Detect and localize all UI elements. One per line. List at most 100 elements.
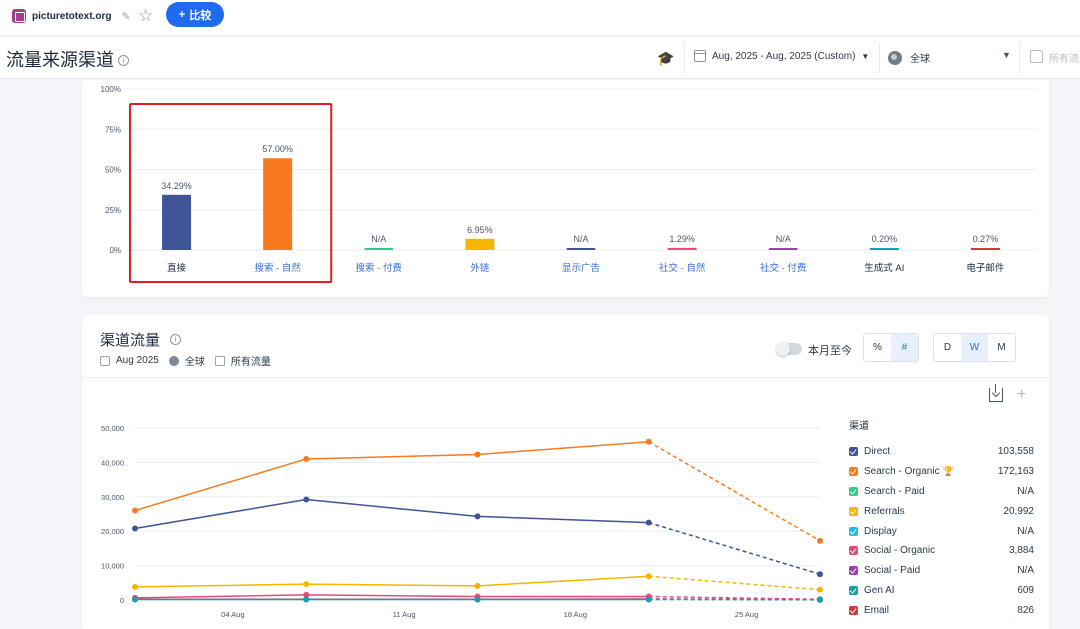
series-line (134, 594, 649, 599)
checkbox-icon[interactable] (849, 447, 858, 457)
y-tick-label: 0% (109, 246, 121, 255)
legend-item-value: N/A (1017, 485, 1034, 497)
data-point (132, 596, 138, 603)
traffic-type-label: 所有流 (1049, 54, 1079, 65)
checkbox-icon[interactable] (849, 526, 858, 536)
period-label: Aug 2025 (116, 355, 159, 366)
legend-item[interactable]: Social - Organic 3,884 (849, 541, 1034, 561)
compare-button[interactable]: + 比较 (166, 2, 224, 27)
granularity-week-button[interactable]: W (961, 334, 988, 361)
category-label: 显示广告 (562, 262, 600, 274)
plus-icon: + (178, 8, 186, 21)
granularity-day-button[interactable]: D (943, 342, 952, 353)
data-point (474, 582, 481, 589)
download-icon[interactable] (989, 384, 1003, 402)
category-label: 社交 - 自然 (659, 262, 706, 274)
y-tick-label: 50% (105, 166, 121, 175)
unit-percent-button[interactable]: % (873, 342, 882, 353)
channel-traffic-filters: Aug 2025 全球 所有流量 (100, 353, 271, 368)
top-bar: picturetotext.org ✎ ☆ + 比较 (0, 0, 1080, 36)
data-point (645, 596, 652, 603)
legend-item-name: Gen AI (864, 584, 895, 596)
caret-down-icon[interactable]: ▼ (1002, 50, 1011, 60)
traffic-label: 所有流量 (230, 357, 271, 368)
page-title: 流量来源渠道 i (6, 46, 129, 72)
legend-item[interactable]: Referrals 20,992 (849, 501, 1034, 521)
x-tick-label: 25 Aug (735, 610, 758, 619)
bar-value-label: 57.00% (262, 144, 293, 154)
channel-traffic-title-text: 渠道流量 (100, 332, 161, 349)
legend-item[interactable]: Social - Paid N/A (849, 561, 1034, 581)
checkbox-icon[interactable] (849, 486, 858, 496)
legend-item-name: Display (864, 525, 897, 537)
page-header: 流量来源渠道 i 🎓 Aug, 2025 - Aug, 2025 (Custom)… (0, 37, 1080, 79)
bar (162, 194, 192, 250)
category-label: 电子邮件 (966, 262, 1005, 274)
checkbox-icon[interactable] (849, 467, 858, 477)
legend-item-value: 609 (1017, 584, 1034, 596)
legend-item-name: Email (864, 604, 890, 616)
legend-item[interactable]: Search - Organic 🏆 172,163 (849, 462, 1034, 482)
site-selector[interactable]: picturetotext.org ✎ (6, 4, 137, 28)
info-icon[interactable]: i (170, 334, 182, 345)
legend-item-value: 172,163 (997, 466, 1034, 478)
data-point (645, 438, 652, 445)
legend-item-name: Social - Organic (864, 545, 936, 557)
header-divider (879, 43, 880, 73)
add-icon[interactable]: + (1017, 386, 1027, 403)
unit-count-button[interactable]: # (891, 334, 918, 361)
globe-icon (168, 355, 179, 366)
checkbox-icon[interactable] (849, 585, 858, 595)
data-point (817, 586, 823, 593)
y-tick-label: 50,000 (101, 424, 124, 433)
legend-item[interactable]: Email 826 (849, 600, 1034, 620)
y-tick-label: 20,000 (101, 527, 124, 536)
page-title-text: 流量来源渠道 (6, 50, 114, 70)
series-line (134, 498, 649, 530)
calendar-icon (694, 50, 706, 62)
graduation-cap-icon[interactable]: 🎓 (657, 50, 675, 66)
x-tick-label: 11 Aug (393, 610, 416, 619)
data-point (132, 507, 138, 514)
star-icon[interactable]: ☆ (138, 6, 154, 25)
date-range-picker[interactable]: Aug, 2025 - Aug, 2025 (Custom) ▼ (694, 50, 869, 62)
pencil-icon[interactable]: ✎ (121, 10, 131, 23)
month-to-date-label: 本月至今 (808, 345, 852, 357)
bar (465, 238, 495, 250)
data-point (474, 451, 481, 458)
bar-value-label: N/A (371, 234, 386, 244)
month-to-date-toggle[interactable] (776, 342, 802, 356)
bar (768, 248, 798, 250)
bar-value-label: 0.27% (973, 234, 999, 244)
data-point (303, 581, 310, 588)
legend-item[interactable]: Gen AI 609 (849, 581, 1034, 601)
data-point (645, 519, 652, 526)
legend-item-value: 103,558 (997, 446, 1034, 458)
info-icon[interactable]: i (118, 55, 129, 66)
x-tick-label: 04 Aug (221, 610, 244, 619)
stack-icon (1030, 50, 1043, 63)
legend-item[interactable]: Display N/A (849, 521, 1034, 541)
checkbox-icon[interactable] (849, 605, 858, 615)
traffic-type-selector[interactable]: 所有流 (1030, 50, 1079, 65)
series-forecast-line (648, 441, 821, 542)
checkbox-icon[interactable] (849, 566, 858, 576)
region-label: 全球 (184, 357, 205, 368)
site-name: picturetotext.org (32, 10, 112, 22)
legend-item[interactable]: Search - Paid N/A (849, 482, 1034, 502)
data-point (303, 596, 310, 603)
bar (970, 248, 1000, 250)
region-selector[interactable]: 全球 (888, 50, 930, 65)
checkbox-icon[interactable] (849, 546, 858, 556)
channel-traffic-line-chart: 0 10,000 20,000 30,000 40,000 50,000 04 Aug 11 … (101, 424, 823, 619)
y-tick-label: 100% (101, 85, 121, 94)
y-tick-label: 0 (120, 596, 124, 605)
data-point (303, 496, 310, 503)
checkbox-icon[interactable] (849, 506, 858, 516)
granularity-month-button[interactable]: M (997, 342, 1006, 353)
legend-item[interactable]: Direct 103,558 (849, 442, 1034, 462)
category-label: 搜索 - 自然 (254, 262, 301, 274)
data-point (645, 573, 652, 580)
data-point (132, 525, 138, 532)
data-point (817, 537, 823, 544)
